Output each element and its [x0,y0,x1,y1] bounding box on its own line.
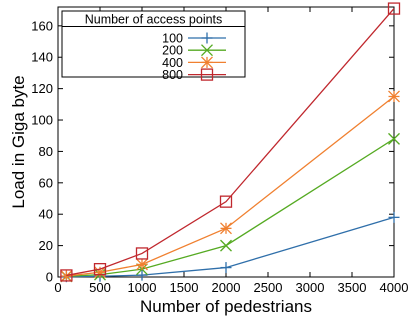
legend-label-400: 400 [162,56,183,70]
data-point-400 [60,270,73,283]
series-layer [60,2,401,283]
x-axis-title: Number of pedestrians [140,297,312,316]
data-point-100 [220,262,232,274]
y-tick-label: 140 [31,50,53,65]
legend-label-200: 200 [162,44,183,58]
data-point-200 [388,132,400,145]
legend-title: Number of access points [85,13,223,27]
y-tick-label: 60 [39,175,53,190]
y-tick-label: 80 [39,144,53,159]
x-tick-label: 3000 [296,280,325,295]
legend-marker-200 [201,44,213,57]
y-tick-label: 120 [31,81,53,96]
data-point-800 [219,195,233,208]
data-point-800 [135,247,149,260]
data-point-100 [388,211,400,223]
x-tick-label: 1000 [128,280,157,295]
axes: 0 500 1000 1500 2000 2500 3000 3500 4000 0 20 40 60 8… [31,6,408,295]
data-point-100 [136,269,148,281]
y-tick-label: 20 [39,238,53,253]
legend-label-100: 100 [162,32,183,46]
x-tick-label: 500 [89,280,111,295]
x-tick-label: 2500 [254,280,283,295]
series-800 [60,2,401,282]
y-tick-label: 40 [39,207,53,222]
x-tick-label: 3500 [338,280,367,295]
data-point-800 [387,2,401,15]
y-axis-title: Load in Giga byte [9,75,28,208]
x-tick-label: 0 [54,280,61,295]
x-tick-label: 2000 [212,280,241,295]
legend-box [61,10,246,78]
data-point-400 [94,266,106,279]
y-tick-label: 160 [31,18,53,33]
legend-label-800: 800 [162,68,183,82]
legend-marker-400 [201,56,213,69]
data-point-800 [60,269,73,282]
series-400 [60,90,400,283]
y-tick-label: 0 [46,270,53,285]
data-point-800 [93,263,107,276]
data-point-400 [136,258,148,271]
legend-marker-100 [201,32,213,44]
series-100 [60,211,400,283]
legend-marker-800 [200,68,214,81]
data-point-400 [220,222,232,235]
data-point-400 [388,90,400,103]
series-line-800 [66,8,395,277]
y-tick-label: 100 [31,113,53,128]
x-tick-label: 1500 [170,280,199,295]
x-tick-label: 4000 [380,280,408,295]
data-point-200 [220,239,232,252]
